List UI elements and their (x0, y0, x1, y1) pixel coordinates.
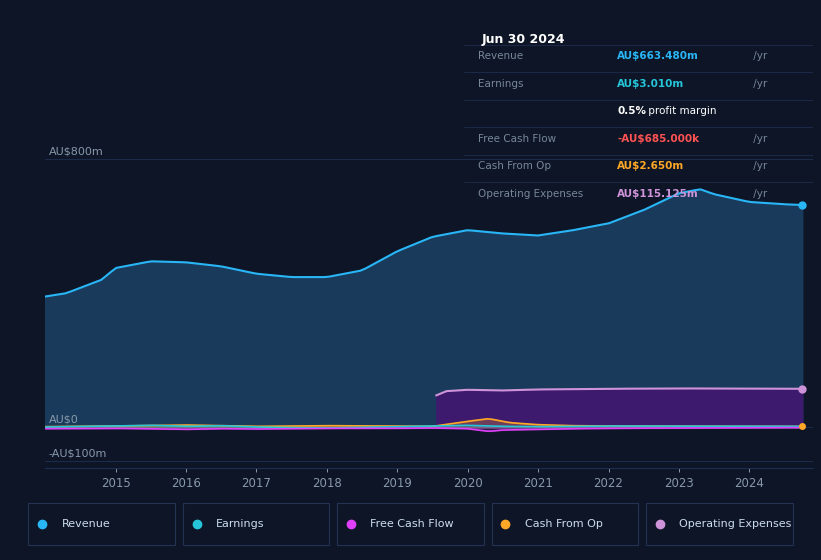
Text: Cash From Op: Cash From Op (478, 161, 551, 171)
Text: /yr: /yr (750, 189, 768, 199)
Text: Operating Expenses: Operating Expenses (679, 519, 791, 529)
Text: /yr: /yr (750, 133, 768, 143)
Text: Free Cash Flow: Free Cash Flow (370, 519, 454, 529)
Text: Operating Expenses: Operating Expenses (478, 189, 583, 199)
Text: Jun 30 2024: Jun 30 2024 (481, 33, 565, 46)
Text: /yr: /yr (750, 161, 768, 171)
Text: Revenue: Revenue (62, 519, 110, 529)
Text: Earnings: Earnings (478, 78, 523, 88)
Text: -AU$685.000k: -AU$685.000k (617, 133, 699, 143)
Text: AU$3.010m: AU$3.010m (617, 78, 685, 88)
Text: /yr: /yr (750, 78, 768, 88)
Text: AU$2.650m: AU$2.650m (617, 161, 685, 171)
Text: Free Cash Flow: Free Cash Flow (478, 133, 556, 143)
Text: /yr: /yr (750, 51, 768, 61)
Text: AU$115.125m: AU$115.125m (617, 189, 699, 199)
Text: Earnings: Earnings (216, 519, 264, 529)
Text: profit margin: profit margin (645, 106, 717, 116)
Text: 0.5%: 0.5% (617, 106, 646, 116)
Text: AU$663.480m: AU$663.480m (617, 51, 699, 61)
Text: -AU$100m: -AU$100m (48, 448, 107, 458)
Text: Cash From Op: Cash From Op (525, 519, 603, 529)
Text: AU$0: AU$0 (48, 414, 79, 424)
Text: Revenue: Revenue (478, 51, 523, 61)
Text: AU$800m: AU$800m (48, 146, 103, 156)
